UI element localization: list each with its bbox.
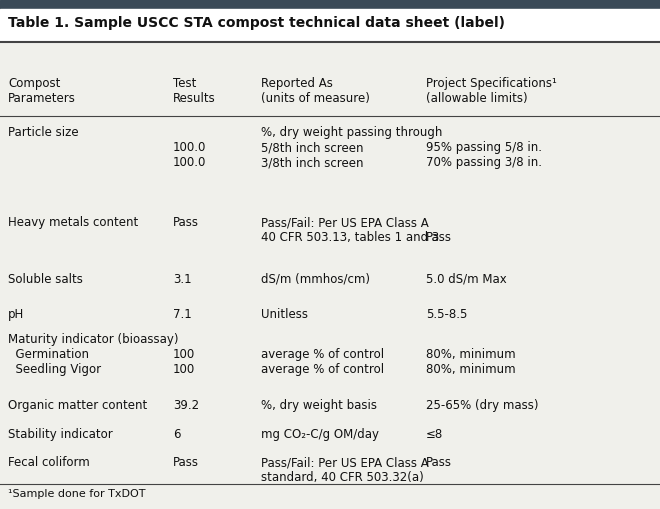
Text: Pass: Pass (426, 456, 451, 469)
Text: Heavy metals content: Heavy metals content (8, 216, 138, 230)
Text: average % of control
average % of control: average % of control average % of contro… (261, 333, 384, 376)
Text: Pass/Fail: Per US EPA Class A
40 CFR 503.13, tables 1 and 3.: Pass/Fail: Per US EPA Class A 40 CFR 503… (261, 216, 443, 244)
Text: Stability indicator: Stability indicator (8, 428, 113, 441)
Text: Pass/Fail: Per US EPA Class A
standard, 40 CFR 503.32(a): Pass/Fail: Per US EPA Class A standard, … (261, 456, 428, 484)
Text: 80%, minimum
80%, minimum: 80%, minimum 80%, minimum (426, 333, 515, 376)
Text: Compost
Parameters: Compost Parameters (8, 77, 76, 105)
Text: 95% passing 5/8 in.
70% passing 3/8 in.: 95% passing 5/8 in. 70% passing 3/8 in. (426, 126, 542, 169)
Text: Particle size: Particle size (8, 126, 79, 139)
Text: Pass: Pass (426, 216, 451, 244)
Text: 7.1: 7.1 (173, 308, 191, 322)
Text: 5.5-8.5: 5.5-8.5 (426, 308, 467, 322)
Text: Fecal coliform: Fecal coliform (8, 456, 90, 469)
Text: Organic matter content: Organic matter content (8, 399, 147, 412)
Text: 100.0
100.0: 100.0 100.0 (173, 126, 207, 169)
Text: ≤8: ≤8 (426, 428, 443, 441)
Text: 25-65% (dry mass): 25-65% (dry mass) (426, 399, 538, 412)
Text: Test
Results: Test Results (173, 77, 216, 105)
Text: ¹Sample done for TxDOT: ¹Sample done for TxDOT (8, 489, 145, 499)
Text: %, dry weight passing through
5/8th inch screen
3/8th inch screen: %, dry weight passing through 5/8th inch… (261, 126, 442, 169)
Text: pH: pH (8, 308, 24, 322)
Text: Reported As
(units of measure): Reported As (units of measure) (261, 77, 370, 105)
Text: 5.0 dS/m Max: 5.0 dS/m Max (426, 273, 506, 286)
Text: Pass: Pass (173, 216, 199, 230)
Text: 3.1: 3.1 (173, 273, 191, 286)
Text: mg CO₂-C/g OM/day: mg CO₂-C/g OM/day (261, 428, 379, 441)
Text: Project Specifications¹
(allowable limits): Project Specifications¹ (allowable limit… (426, 77, 556, 105)
Text: 39.2: 39.2 (173, 399, 199, 412)
Text: 6: 6 (173, 428, 180, 441)
Bar (0, 9, 660, 42)
Text: 100
100: 100 100 (173, 333, 195, 376)
Bar (0, 0, 660, 14)
Text: Soluble salts: Soluble salts (8, 273, 82, 286)
Text: %, dry weight basis: %, dry weight basis (261, 399, 377, 412)
Text: Table 1. Sample USCC STA compost technical data sheet (label): Table 1. Sample USCC STA compost technic… (8, 16, 505, 30)
Text: Unitless: Unitless (261, 308, 308, 322)
Text: Maturity indicator (bioassay)
  Germination
  Seedling Vigor: Maturity indicator (bioassay) Germinatio… (8, 333, 178, 376)
Text: dS/m (mmhos/cm): dS/m (mmhos/cm) (261, 273, 370, 286)
Text: Pass: Pass (173, 456, 199, 469)
